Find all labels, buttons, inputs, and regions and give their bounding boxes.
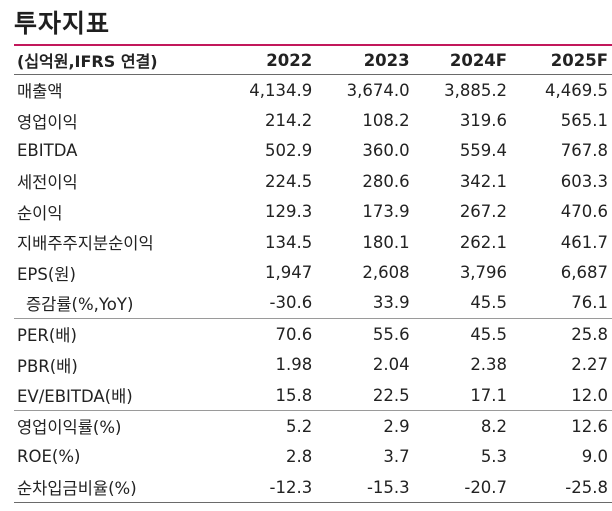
row-label: PBR(배) [17,356,78,376]
row-value: 2.9 [316,410,414,442]
row-value: 1,947 [264,263,313,283]
row-value: 17.1 [470,385,508,405]
header-unit-label: (십억원,IFRS 연결) [14,46,207,75]
row-value: 108.2 [362,111,410,131]
row-value: -20.7 [413,472,512,504]
row-value: 8.2 [413,410,512,442]
row-value: 4,134.9 [249,80,313,100]
row-value: 70.6 [206,318,317,350]
row-label: 증감률(%,YoY) [26,294,134,314]
header-year: 2023 [316,46,414,75]
table-row: 영업이익 214.2 108.2 319.6 565.1 [14,105,612,135]
row-value: 5.2 [206,410,317,442]
row-value: 559.4 [459,141,508,161]
row-label: EPS(원) [17,264,76,284]
row-value: 15.8 [275,385,313,405]
row-value: 12.0 [571,385,608,405]
row-label: ROE(%) [17,447,81,467]
table-row: EBITDA 502.9 360.0 559.4 767.8 [14,136,612,166]
table-row: 순차입금비율(%) -12.3 -15.3 -20.7 -25.8 [14,472,612,504]
table-row: 영업이익률(%) 5.2 2.9 8.2 12.6 [14,410,612,442]
row-value: 767.8 [560,141,608,161]
page-title: 투자지표 [14,9,111,38]
table-row: PER(배) 70.6 55.6 45.5 25.8 [14,318,612,350]
row-value: 5.3 [480,447,508,467]
row-value: 280.6 [362,171,410,191]
row-value: 319.6 [459,111,508,131]
header-year: 2024F [413,46,512,75]
row-value: 25.8 [511,318,612,350]
row-value: -25.8 [511,472,612,504]
row-value: 461.7 [560,232,608,252]
row-value: 3,885.2 [444,80,508,100]
row-value: 4,469.5 [545,80,608,100]
row-label: 세전이익 [17,173,78,193]
row-value: 45.5 [470,293,508,313]
row-value: 214.2 [264,111,313,131]
row-value: 1.98 [275,355,313,375]
row-value: 565.1 [560,111,608,131]
row-value: 262.1 [459,232,508,252]
row-value: 267.2 [459,202,508,222]
row-label: EBITDA [17,141,78,161]
row-label: 순차입금비율(%) [14,472,207,504]
row-value: 55.6 [316,318,414,350]
row-label: PER(배) [14,318,207,350]
investment-indicators-table: (십억원,IFRS 연결) 2022 2023 2024F 2025F 매출액 … [14,46,612,504]
row-value: 3.7 [383,447,410,467]
row-value: 342.1 [459,171,508,191]
row-value: 2.04 [372,355,410,375]
row-value: -30.6 [269,293,313,313]
table-header-row: (십억원,IFRS 연결) 2022 2023 2024F 2025F [14,46,612,75]
row-value: -15.3 [316,472,414,504]
row-label: 지배주주지분순이익 [17,234,154,254]
table-row: PBR(배) 1.98 2.04 2.38 2.27 [14,350,612,380]
row-value: 2,608 [362,263,410,283]
row-value: 45.5 [413,318,512,350]
row-label: 매출액 [17,82,63,102]
table-row: 순이익 129.3 173.9 267.2 470.6 [14,197,612,227]
row-value: -12.3 [206,472,317,504]
row-label: 영업이익 [17,112,78,132]
title-divider [14,44,612,46]
table-row: EPS(원) 1,947 2,608 3,796 6,687 [14,257,612,287]
row-value: 12.6 [511,410,612,442]
row-label: 영업이익률(%) [14,410,207,442]
row-value: 603.3 [560,171,608,191]
header-year: 2022 [206,46,317,75]
row-value: 22.5 [372,385,410,405]
row-value: 6,687 [560,263,608,283]
row-value: 360.0 [362,141,410,161]
table-row: ROE(%) 2.8 3.7 5.3 9.0 [14,442,612,472]
row-value: 3,674.0 [346,80,410,100]
row-value: 470.6 [560,202,608,222]
row-label: 순이익 [17,203,63,223]
row-value: 129.3 [264,202,313,222]
table-row: 매출액 4,134.9 3,674.0 3,885.2 4,469.5 [14,75,612,106]
row-value: 173.9 [362,202,410,222]
table-row: EV/EBITDA(배) 15.8 22.5 17.1 12.0 [14,380,612,411]
row-value: 9.0 [581,447,608,467]
row-value: 180.1 [362,232,410,252]
row-value: 2.8 [285,447,313,467]
row-value: 2.27 [571,355,608,375]
row-value: 76.1 [571,293,608,313]
row-value: 502.9 [264,141,313,161]
row-value: 134.5 [264,232,313,252]
row-value: 33.9 [372,293,410,313]
row-value: 3,796 [459,263,508,283]
row-value: 2.38 [470,355,508,375]
table-row: 증감률(%,YoY) -30.6 33.9 45.5 76.1 [14,288,612,319]
table-row: 세전이익 224.5 280.6 342.1 603.3 [14,166,612,196]
row-value: 224.5 [264,171,313,191]
header-year: 2025F [511,46,612,75]
row-label: EV/EBITDA(배) [17,387,133,407]
table-row: 지배주주지분순이익 134.5 180.1 262.1 461.7 [14,227,612,257]
